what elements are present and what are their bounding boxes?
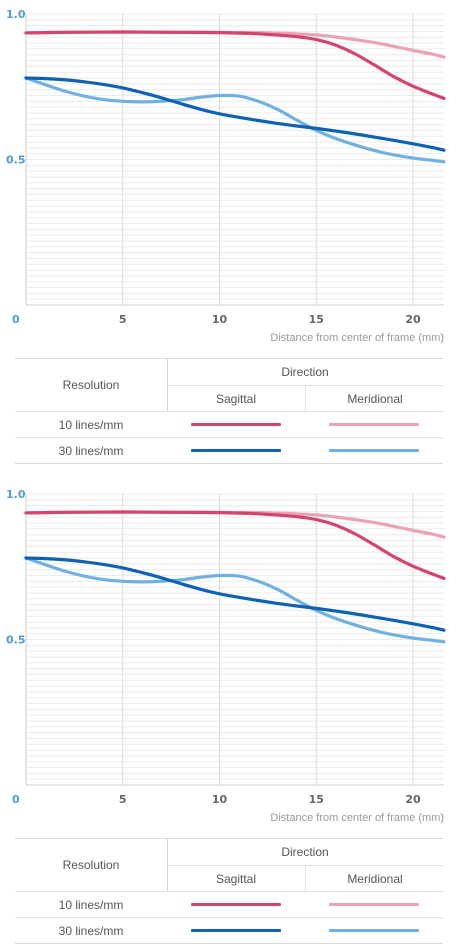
x-tick-label: 15 — [309, 313, 324, 326]
legend-swatch-sagittal-10 — [191, 423, 281, 426]
x-tick-label: 10 — [212, 793, 228, 806]
legend-resolution-header: Resolution — [62, 858, 120, 872]
grid — [26, 13, 444, 305]
series-line-meridional-10 — [24, 30, 446, 59]
series-line-meridional-30 — [24, 556, 446, 644]
legend-row-label: 10 lines/mm — [58, 418, 124, 432]
series-line-sagittal-30 — [24, 76, 446, 152]
legend-swatch-sagittal-30 — [191, 449, 281, 452]
legend-swatch-sagittal-10 — [191, 903, 281, 906]
legend-table-1: Resolution Direction Sagittal Meridional… — [15, 358, 444, 464]
series-line-sagittal-30 — [24, 556, 446, 632]
x-axis-label: Distance from center of frame (mm) — [270, 332, 444, 344]
legend-row-10: 10 lines/mm — [15, 411, 443, 438]
legend-swatch-meridional-10 — [329, 903, 419, 906]
y-tick-label: 0.5 — [6, 634, 26, 647]
x-axis-label: Distance from center of frame (mm) — [270, 812, 444, 824]
legend-row-label: 10 lines/mm — [58, 898, 124, 912]
legend-row-30: 30 lines/mm — [15, 917, 443, 944]
legend-direction-header: Direction — [281, 845, 329, 859]
y-tick-label: 1.0 — [6, 488, 26, 501]
x-tick-label: 15 — [309, 793, 324, 806]
legend-row-label: 30 lines/mm — [58, 444, 124, 458]
legend-meridional-header: Meridional — [305, 865, 444, 892]
legend-swatch-meridional-30 — [329, 929, 419, 932]
x-tick-label: 20 — [405, 793, 421, 806]
legend-table-2: Resolution Direction Sagittal Meridional… — [15, 838, 444, 944]
mtf-block-1: 1.0 0.5 0 5 10 15 20 Distance from center of fr… — [0, 0, 466, 472]
series-line-sagittal-10 — [24, 30, 446, 100]
x-tick-label: 20 — [405, 313, 421, 326]
mtf-block-2: 1.0 0.5 0 5 10 15 20 Distance from center of fr… — [0, 480, 466, 952]
legend-row-10: 10 lines/mm — [15, 891, 443, 918]
y-tick-label: 0.5 — [6, 154, 26, 167]
origin-tick-label: 0 — [12, 313, 20, 326]
legend-swatch-sagittal-30 — [191, 929, 281, 932]
legend-direction-header: Direction — [281, 365, 329, 379]
x-tick-label: 5 — [119, 313, 127, 326]
x-tick-label: 10 — [212, 313, 228, 326]
legend-meridional-header: Meridional — [305, 385, 444, 412]
legend-sagittal-header: Sagittal — [167, 385, 305, 412]
series-line-meridional-10 — [24, 510, 446, 539]
legend-sagittal-header: Sagittal — [167, 865, 305, 892]
origin-tick-label: 0 — [12, 793, 20, 806]
y-tick-label: 1.0 — [6, 8, 26, 21]
mtf-chart-2: 1.0 0.5 0 5 10 15 20 Distance from center of fr… — [6, 488, 446, 824]
x-tick-label: 5 — [119, 793, 127, 806]
series-line-sagittal-10 — [24, 510, 446, 580]
mtf-chart-1: 1.0 0.5 0 5 10 15 20 Distance from center of fr… — [6, 8, 446, 344]
legend-row-30: 30 lines/mm — [15, 437, 443, 464]
legend-swatch-meridional-10 — [329, 423, 419, 426]
legend-swatch-meridional-30 — [329, 449, 419, 452]
grid — [26, 493, 444, 785]
legend-row-label: 30 lines/mm — [58, 924, 124, 938]
legend-resolution-header: Resolution — [62, 378, 120, 392]
series-line-meridional-30 — [24, 76, 446, 164]
